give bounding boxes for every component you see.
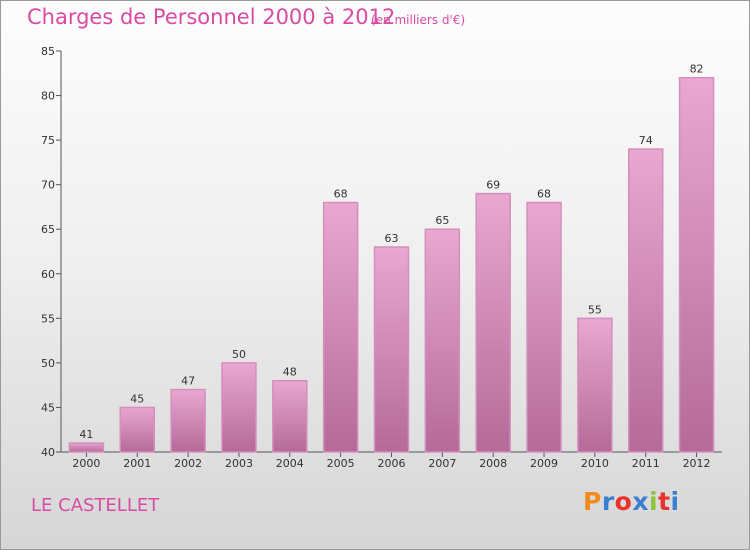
y-tick-label: 60 bbox=[41, 268, 55, 281]
proxiti-logo: Proxiti bbox=[583, 487, 680, 516]
y-tick-label: 70 bbox=[41, 179, 55, 192]
bar-2003 bbox=[221, 362, 257, 453]
logo-letter: i bbox=[670, 487, 680, 516]
y-tick-label: 85 bbox=[41, 45, 55, 58]
bar-2008 bbox=[475, 192, 511, 453]
logo-letter: P bbox=[583, 487, 602, 516]
bar-2004 bbox=[272, 379, 308, 453]
x-tick-label: 2011 bbox=[632, 457, 660, 470]
bar-2012 bbox=[678, 76, 715, 453]
commune-name: LE CASTELLET bbox=[31, 495, 160, 516]
bar-value-label: 48 bbox=[283, 366, 297, 379]
bar-value-label: 41 bbox=[79, 428, 93, 441]
bar-2005 bbox=[322, 201, 359, 453]
bar-value-label: 65 bbox=[435, 214, 449, 227]
x-tick-label: 2004 bbox=[276, 457, 304, 470]
bar-2000 bbox=[68, 442, 105, 453]
bar-2002 bbox=[170, 388, 206, 453]
x-tick-label: 2001 bbox=[123, 457, 151, 470]
bar-value-label: 82 bbox=[690, 63, 704, 76]
logo-letter: i bbox=[649, 487, 659, 516]
bar-value-label: 45 bbox=[130, 392, 144, 405]
x-tick-label: 2002 bbox=[174, 457, 202, 470]
x-tick-label: 2003 bbox=[225, 457, 253, 470]
bar-2010 bbox=[577, 317, 613, 453]
bar-2009 bbox=[526, 201, 562, 453]
y-tick-label: 65 bbox=[41, 223, 55, 236]
bar-value-label: 69 bbox=[486, 179, 500, 192]
x-tick-label: 2007 bbox=[428, 457, 456, 470]
bar-value-label: 74 bbox=[639, 134, 653, 147]
bar-2006 bbox=[373, 246, 410, 453]
logo-letter: o bbox=[614, 487, 633, 516]
x-tick-label: 2010 bbox=[581, 457, 609, 470]
chart-title: Charges de Personnel 2000 à 2012 bbox=[27, 5, 396, 29]
x-tick-label: 2009 bbox=[530, 457, 558, 470]
y-tick-label: 80 bbox=[41, 90, 55, 103]
bar-value-label: 47 bbox=[181, 375, 195, 388]
logo-letter: x bbox=[632, 487, 649, 516]
bar-value-label: 68 bbox=[334, 187, 348, 200]
x-tick-label: 2012 bbox=[683, 457, 711, 470]
bar-2007 bbox=[424, 228, 461, 453]
y-tick-label: 75 bbox=[41, 134, 55, 147]
y-tick-label: 40 bbox=[41, 446, 55, 459]
bar-value-label: 68 bbox=[537, 187, 551, 200]
x-tick-label: 2005 bbox=[327, 457, 355, 470]
bar-value-label: 50 bbox=[232, 348, 246, 361]
logo-letter: t bbox=[658, 487, 671, 516]
y-tick-label: 55 bbox=[41, 312, 55, 325]
y-tick-label: 50 bbox=[41, 357, 55, 370]
x-tick-label: 2000 bbox=[72, 457, 100, 470]
bar-value-label: 55 bbox=[588, 303, 602, 316]
x-tick-label: 2006 bbox=[378, 457, 406, 470]
bar-value-label: 63 bbox=[385, 232, 399, 245]
x-tick-label: 2008 bbox=[479, 457, 507, 470]
logo-letter: r bbox=[601, 487, 615, 516]
chart-subtitle: (en milliers d'€) bbox=[371, 13, 466, 27]
y-tick-label: 45 bbox=[41, 401, 55, 414]
bar-2001 bbox=[119, 406, 156, 453]
bar-2011 bbox=[627, 148, 664, 453]
